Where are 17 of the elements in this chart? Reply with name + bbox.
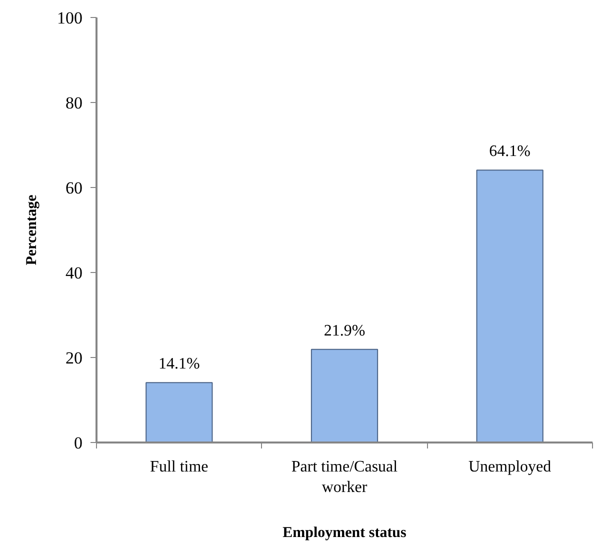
y-tick-label: 60 (66, 178, 82, 198)
y-tick-label: 20 (66, 348, 82, 368)
data-label: 21.9% (324, 322, 366, 340)
x-axis-title: Employment status (282, 524, 407, 541)
x-tick-label: Part time/Casual worker (291, 458, 398, 496)
bar (476, 170, 544, 442)
y-tick-label: 80 (66, 94, 82, 112)
data-label: 64.1% (489, 143, 530, 160)
bar (310, 348, 378, 442)
x-tick-label: Full time (150, 458, 208, 476)
y-tick-label: 0 (74, 434, 82, 452)
y-axis-title: Percentage (24, 194, 40, 266)
y-tick-label: 40 (66, 264, 82, 282)
y-tick-label: 100 (57, 8, 82, 28)
x-tick-label: Unemployed (468, 458, 552, 476)
bar (146, 382, 213, 442)
data-label: 14.1% (158, 356, 200, 373)
